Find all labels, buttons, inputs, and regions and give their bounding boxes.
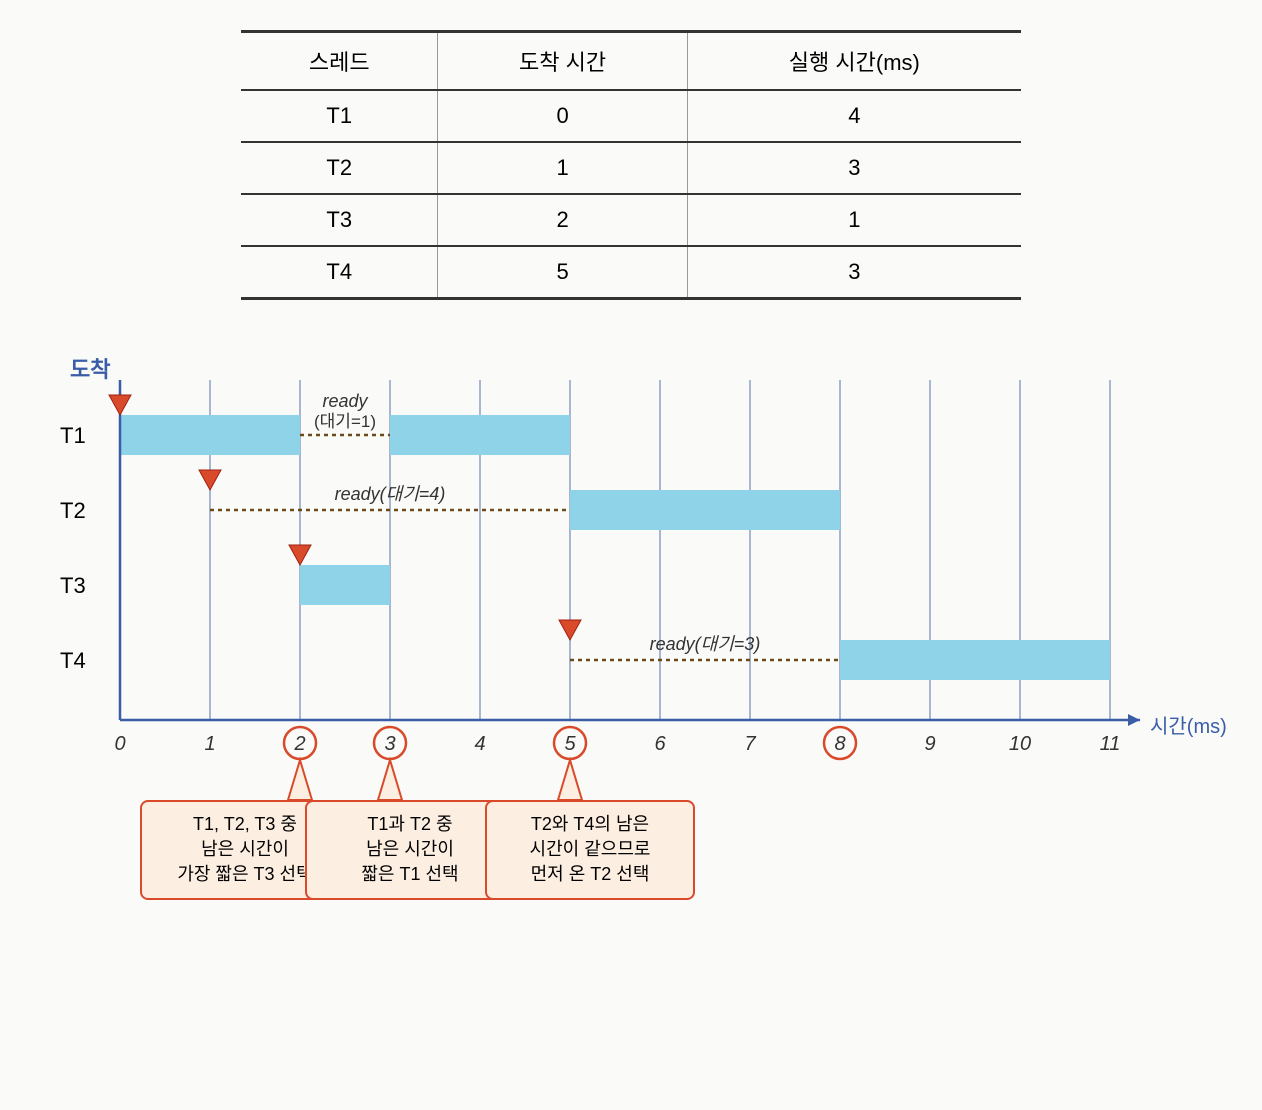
tick-label: 2 (293, 733, 305, 755)
thread-table: 스레드도착 시간실행 시간(ms) T104T213T321T453 (241, 30, 1021, 300)
svg-text:ready: ready (322, 391, 368, 411)
gantt-chart: 도착 T1T2T3T4 ready(대기=1)ready(대기=4)ready(… (30, 350, 1230, 970)
callout: T1과 T2 중남은 시간이짧은 T1 선택 (305, 800, 515, 900)
callout-pointer (288, 760, 312, 800)
callout-pointer (378, 760, 402, 800)
table-header: 도착 시간 (438, 32, 687, 91)
table-cell: T3 (241, 194, 438, 246)
gantt-bar (570, 490, 840, 530)
callout-line: T2와 T4의 남은 (501, 812, 679, 837)
gantt-bar (120, 415, 300, 455)
gantt-bar (300, 565, 390, 605)
table-cell: T2 (241, 142, 438, 194)
callout-line: 남은 시간이 (321, 837, 499, 862)
table-cell: 1 (438, 142, 687, 194)
svg-text:ready(대기=3): ready(대기=3) (650, 634, 761, 654)
table-header: 스레드 (241, 32, 438, 91)
table-row: T213 (241, 142, 1021, 194)
gantt-bar (840, 640, 1110, 680)
table-cell: 1 (687, 194, 1021, 246)
table-cell: T4 (241, 246, 438, 299)
tick-label: 7 (744, 733, 756, 755)
tick-label: 3 (384, 733, 395, 755)
callout-line: 짧은 T1 선택 (321, 862, 499, 887)
arrival-marker-icon (199, 470, 221, 490)
callout-line: T1과 T2 중 (321, 812, 499, 837)
tick-label: 9 (924, 733, 935, 755)
table-cell: 5 (438, 246, 687, 299)
callout: T2와 T4의 남은시간이 같으므로먼저 온 T2 선택 (485, 800, 695, 900)
tick-label: 0 (114, 733, 125, 755)
tick-label: 5 (564, 733, 576, 755)
table-cell: 3 (687, 246, 1021, 299)
tick-label: 11 (1100, 733, 1121, 755)
tick-label: 6 (654, 733, 666, 755)
tick-label: 1 (204, 733, 215, 755)
table-cell: 3 (687, 142, 1021, 194)
callout-line: 먼저 온 T2 선택 (501, 862, 679, 887)
arrival-marker-icon (109, 395, 131, 415)
table-cell: T1 (241, 90, 438, 142)
arrival-marker-icon (289, 545, 311, 565)
table-cell: 4 (687, 90, 1021, 142)
table-row: T104 (241, 90, 1021, 142)
tick-label: 8 (834, 733, 845, 755)
table-cell: 0 (438, 90, 687, 142)
table-header: 실행 시간(ms) (687, 32, 1021, 91)
svg-text:(대기=1): (대기=1) (314, 412, 376, 431)
thread-table-wrap: 스레드도착 시간실행 시간(ms) T104T213T321T453 (30, 30, 1232, 300)
gantt-bar (390, 415, 570, 455)
table-row: T453 (241, 246, 1021, 299)
callout-pointer (558, 760, 582, 800)
table-cell: 2 (438, 194, 687, 246)
x-axis-label: 시간(ms) (1150, 710, 1227, 739)
callout-line: 시간이 같으므로 (501, 837, 679, 862)
svg-text:ready(대기=4): ready(대기=4) (335, 484, 446, 504)
tick-label: 10 (1009, 733, 1031, 755)
tick-label: 4 (474, 733, 485, 755)
table-row: T321 (241, 194, 1021, 246)
arrival-marker-icon (559, 620, 581, 640)
